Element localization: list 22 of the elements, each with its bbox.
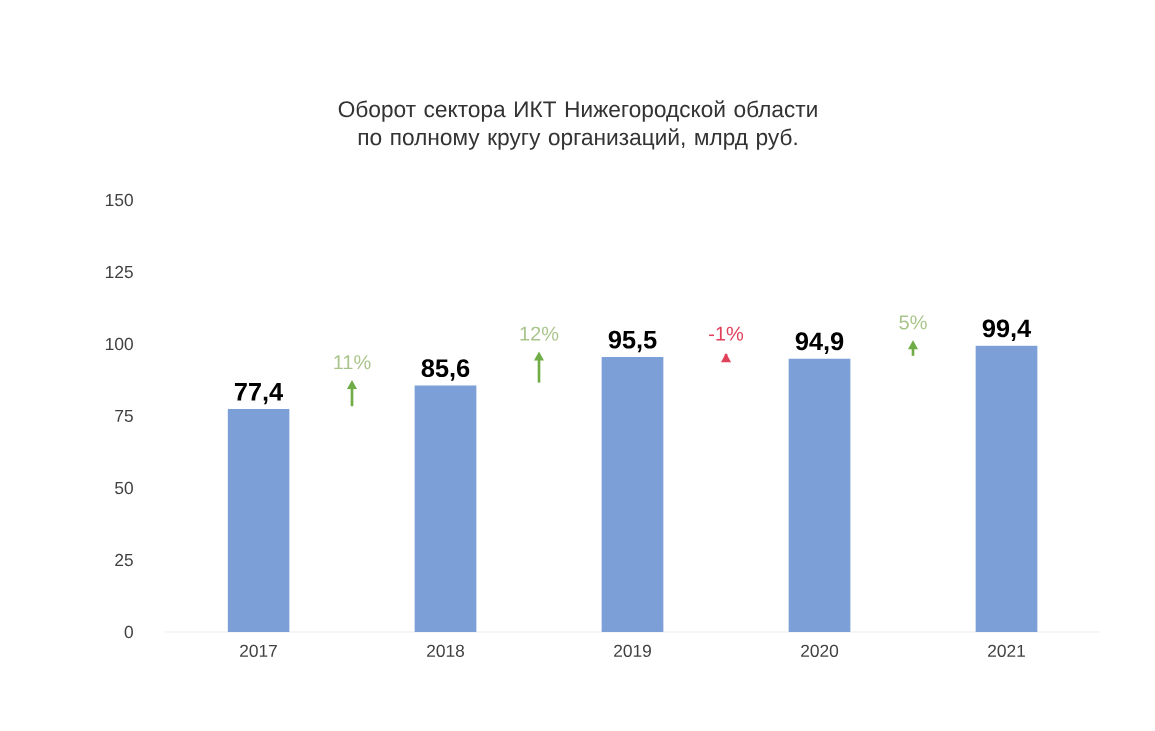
data-label: 94,9 [795,332,844,354]
x-tick-label: 2017 [240,644,277,657]
y-tick-label: 100 [106,337,133,351]
data-label: 95,5 [608,330,657,353]
y-tick-label: 150 [106,193,133,207]
y-tick-label: 125 [106,265,133,279]
x-tick-label: 2019 [614,644,651,657]
annotation: 12% [520,326,559,341]
y-tick-label: 25 [115,553,133,567]
y-tick-label: 0 [124,625,133,639]
annotation: 5% [899,315,927,330]
x-tick-label: 2021 [988,644,1025,657]
annotation: 11% [334,355,371,370]
chart-title: Оборот сектора ИКТ Нижегородской области по полному кругу организаций, млрд руб. [338,100,817,150]
data-label: 77,4 [234,383,284,405]
y-tick-label: 75 [115,409,133,423]
y-tick-label: 50 [115,481,133,495]
data-label: 85,6 [421,359,470,381]
annotation: -1% [709,326,744,341]
x-tick-label: 2018 [427,644,465,657]
data-label: 99,4 [982,319,1032,341]
x-tick-label: 2020 [801,644,839,657]
